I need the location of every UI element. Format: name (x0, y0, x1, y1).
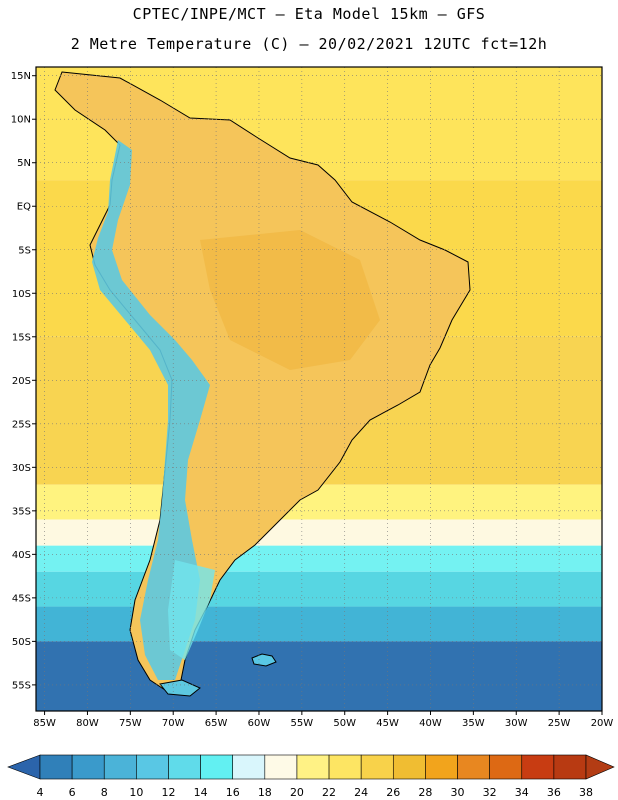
lon-tick-label: 25W (548, 718, 571, 729)
colorbar-label: 12 (161, 786, 175, 799)
lat-tick-label: 5N (17, 158, 31, 169)
colorbar-label: 22 (322, 786, 336, 799)
lat-tick-label: 50S (12, 637, 31, 648)
title-line-1: CPTEC/INPE/MCT – Eta Model 15km – GFS (132, 5, 486, 23)
colorbar-box (296, 754, 330, 780)
lat-tick-label: 30S (12, 463, 31, 474)
colorbar-label: 24 (354, 786, 368, 799)
lon-tick-label: 80W (76, 718, 99, 729)
lon-tick-label: 50W (333, 718, 356, 729)
colorbar-box (521, 754, 555, 780)
lon-tick-label: 70W (162, 718, 185, 729)
colorbar-label: 28 (418, 786, 432, 799)
colorbar-arrow-right (585, 754, 615, 780)
lat-tick-label: 35S (12, 506, 31, 517)
colorbar-label: 18 (258, 786, 272, 799)
lon-tick-label: 75W (119, 718, 142, 729)
lon-tick-label: 45W (376, 718, 399, 729)
ocean-band-8 (36, 641, 602, 711)
colorbar-label: 38 (579, 786, 593, 799)
colorbar-box (457, 754, 490, 780)
title-line-2: 2 Metre Temperature (C) – 20/02/2021 12U… (70, 35, 548, 53)
colorbar-label: 20 (290, 786, 304, 799)
colorbar-box (264, 754, 298, 780)
colorbar-box (71, 754, 105, 780)
colorbar-label: 32 (483, 786, 497, 799)
patagonia-cool-area (168, 560, 215, 660)
colorbar-label: 10 (129, 786, 143, 799)
ocean-band-4 (36, 519, 602, 546)
ocean-band-3 (36, 484, 602, 520)
colorbar-label: 14 (194, 786, 208, 799)
graticule (36, 67, 602, 711)
colorbar-box (392, 754, 426, 780)
colorbar-label: 8 (101, 786, 108, 799)
colorbar-box (200, 754, 234, 780)
lon-tick-label: 65W (205, 718, 228, 729)
lon-tick-label: 30W (505, 718, 528, 729)
colorbar-box (553, 754, 587, 780)
lat-tick-label: 25S (12, 419, 31, 430)
lat-tick-label: 20S (12, 376, 31, 387)
colorbar-box (103, 754, 137, 780)
lat-tick-label: 15S (12, 332, 31, 343)
lat-tick-label: 10N (11, 115, 31, 126)
andes-cold-band (92, 140, 210, 680)
lon-tick-label: 55W (291, 718, 314, 729)
lat-tick-label: 15N (11, 71, 31, 82)
colorbar-label: 26 (386, 786, 400, 799)
plot-frame (35, 66, 603, 712)
color-scale-bar: 4 6 8 10 12 14 16 18 20 22 24 26 28 30 32 34 36 38 (7, 754, 615, 799)
colorbar-box (360, 754, 394, 780)
lat-tick-label: 45S (12, 593, 31, 604)
lon-tick-label: 60W (248, 718, 271, 729)
lon-tick-label: 40W (419, 718, 442, 729)
continent-field (54, 71, 471, 697)
colorbar-box (328, 754, 362, 780)
colorbar-box (425, 754, 458, 780)
colorbar-box (39, 754, 73, 780)
lat-tick-label: 40S (12, 550, 31, 561)
colorbar-box (232, 754, 266, 780)
tierra-del-fuego (159, 679, 201, 697)
lat-tick-label: EQ (17, 202, 31, 213)
latitude-tick-labels: 15N 10N 5N EQ 5S 10S 15S 20S 25S 30S 35S 40S 45S 50S 5… (11, 71, 36, 691)
longitude-tick-labels: 85W 80W 75W 70W 65W 60W 55W 50W 45W 40W 35W 30W 25W 2… (33, 711, 613, 729)
colorbar-label: 34 (515, 786, 529, 799)
lon-tick-label: 20W (591, 718, 614, 729)
ocean-band-6 (36, 571, 602, 607)
colorbar-label: 4 (37, 786, 44, 799)
ocean-band-7 (36, 606, 602, 642)
colorbar-box (136, 754, 169, 780)
colorbar-box (489, 754, 523, 780)
colorbar-label: 16 (226, 786, 240, 799)
lat-tick-label: 5S (18, 245, 31, 256)
falkland-islands (251, 653, 277, 667)
colorbar-label: 30 (451, 786, 465, 799)
colorbar-box (168, 754, 201, 780)
colorbar-arrow-left (7, 754, 41, 780)
brazil-warm-interior (200, 230, 380, 370)
colorbar-label: 6 (69, 786, 76, 799)
lat-tick-label: 10S (12, 289, 31, 300)
ocean-band-5 (36, 545, 602, 572)
lon-tick-label: 35W (462, 718, 485, 729)
colorbar-label: 36 (547, 786, 561, 799)
lon-tick-label: 85W (33, 718, 56, 729)
lat-tick-label: 55S (12, 680, 31, 691)
